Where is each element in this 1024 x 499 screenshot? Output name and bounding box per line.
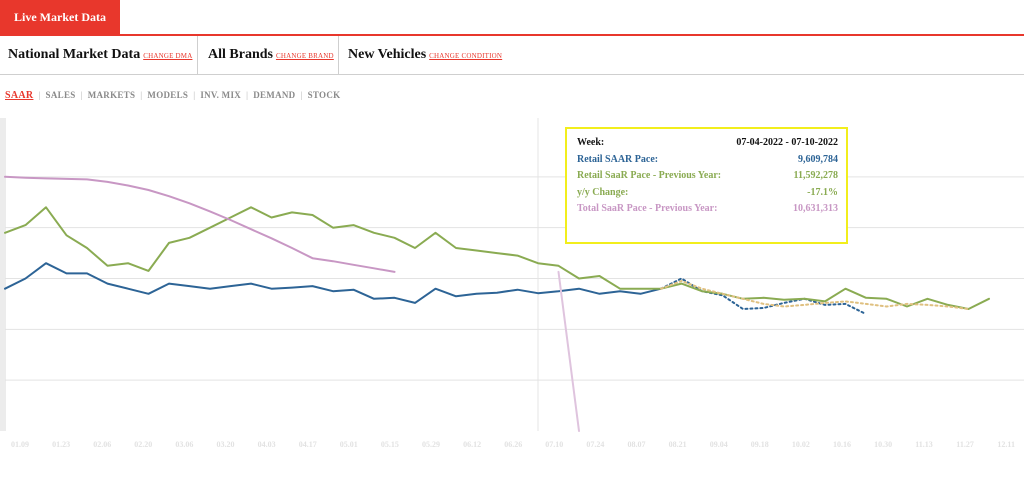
tooltip-retail-value: 9,609,784: [798, 153, 838, 165]
filter-divider: [338, 36, 339, 74]
chart-tooltip: Week: 07-04-2022 - 07-10-2022 Retail SAA…: [565, 127, 848, 244]
x-tick-label: 07.24: [586, 440, 604, 449]
tooltip-retail-row: Retail SAAR Pace: 9,609,784: [577, 152, 838, 169]
nav-demand[interactable]: DEMAND: [253, 90, 296, 100]
x-tick-label: 02.06: [93, 440, 111, 449]
nav-separator: |: [140, 90, 143, 100]
nav-separator: |: [38, 90, 41, 100]
x-tick-label: 02.20: [134, 440, 152, 449]
change-condition-link[interactable]: CHANGE CONDITION: [429, 52, 503, 60]
nav-separator: |: [80, 90, 83, 100]
x-tick-label: 10.30: [874, 440, 892, 449]
series-retail-prev-line: [4, 206, 990, 310]
condition-filter: New Vehicles CHANGE CONDITION: [348, 36, 502, 74]
nav-stock[interactable]: STOCK: [307, 90, 341, 100]
tooltip-yoy-value: -17.1%: [807, 186, 838, 198]
nav-sales[interactable]: SALES: [45, 90, 76, 100]
nav-models[interactable]: MODELS: [147, 90, 189, 100]
series-retail-prev-forecast-line: [660, 280, 970, 310]
tooltip-week-row: Week: 07-04-2022 - 07-10-2022: [577, 135, 838, 152]
change-brand-link[interactable]: CHANGE BRAND: [275, 52, 334, 60]
filter-divider: [197, 36, 198, 74]
plot-left-edge: [0, 118, 6, 431]
condition-title: New Vehicles: [348, 47, 427, 62]
nav-inv-mix[interactable]: INV. MIX: [200, 90, 242, 100]
x-tick-label: 05.29: [422, 440, 440, 449]
x-tick-label: 01.09: [11, 440, 29, 449]
x-tick-label: 01.23: [52, 440, 70, 449]
x-tick-label: 08.21: [669, 440, 687, 449]
tooltip-total-prev-label: Total SaaR Pace - Previous Year:: [577, 203, 718, 214]
tooltip-retail-label: Retail SAAR Pace:: [577, 153, 659, 165]
nav-markets[interactable]: MARKETS: [87, 90, 136, 100]
x-tick-label: 05.01: [340, 440, 358, 449]
dma-title: National Market Data: [8, 47, 141, 62]
saar-chart[interactable]: 01.09 01.23 02.06 02.20 03.06 03.20 04.03 04.17…: [0, 118, 1024, 499]
x-tick-label: 05.15: [381, 440, 399, 449]
x-tick-label: 06.12: [463, 440, 481, 449]
x-tick-label: 03.06: [175, 440, 193, 449]
dma-filter: National Market Data CHANGE DMA: [8, 36, 192, 74]
live-market-data-tab[interactable]: Live Market Data: [0, 0, 120, 34]
tooltip-total-prev-row: Total SaaR Pace - Previous Year: 10,631,…: [577, 201, 838, 218]
brand-filter: All Brands CHANGE BRAND: [208, 36, 334, 74]
top-bar: Live Market Data: [0, 0, 1024, 36]
nav-separator: |: [193, 90, 196, 100]
x-tick-label: 10.02: [792, 440, 810, 449]
x-tick-label: 03.20: [217, 440, 235, 449]
x-tick-label: 11.27: [956, 440, 974, 449]
tooltip-week-label: Week:: [577, 137, 605, 148]
series-retail-line: [4, 262, 662, 304]
x-tick-label: 07.10: [545, 440, 563, 449]
x-tick-label: 09.04: [710, 440, 728, 449]
series-total-prev-drop-line: [557, 270, 580, 432]
tooltip-retail-prev-value: 11,592,278: [793, 170, 838, 181]
x-tick-label: 10.16: [833, 440, 851, 449]
sub-navigation: SAAR | SALES | MARKETS | MODELS | INV. MIX | DEMAN…: [5, 90, 340, 101]
tooltip-total-prev-value: 10,631,313: [793, 203, 838, 214]
tooltip-week-value: 07-04-2022 - 07-10-2022: [736, 137, 838, 148]
filter-bar: National Market Data CHANGE DMA All Brand…: [0, 36, 1024, 75]
x-tick-label: 04.03: [258, 440, 276, 449]
series-total-prev-line: [4, 175, 396, 273]
tooltip-retail-prev-label: Retail SaaR Pace - Previous Year:: [577, 170, 722, 181]
brand-title: All Brands: [208, 47, 273, 62]
x-tick-label: 09.18: [751, 440, 769, 449]
series-retail-forecast-line: [660, 277, 867, 316]
tooltip-yoy-row: y/y Change: -17.1%: [577, 185, 838, 202]
nav-separator: |: [246, 90, 249, 100]
x-tick-label: 08.07: [628, 440, 646, 449]
change-dma-link[interactable]: CHANGE DMA: [143, 52, 193, 60]
nav-separator: |: [300, 90, 303, 100]
x-tick-label: 04.17: [299, 440, 317, 449]
tooltip-retail-prev-row: Retail SaaR Pace - Previous Year: 11,592…: [577, 168, 838, 185]
x-tick-label: 06.26: [504, 440, 522, 449]
tooltip-yoy-label: y/y Change:: [577, 186, 629, 198]
nav-saar[interactable]: SAAR: [5, 90, 34, 101]
x-tick-label: 11.13: [915, 440, 933, 449]
x-tick-label: 12.11: [997, 440, 1015, 449]
